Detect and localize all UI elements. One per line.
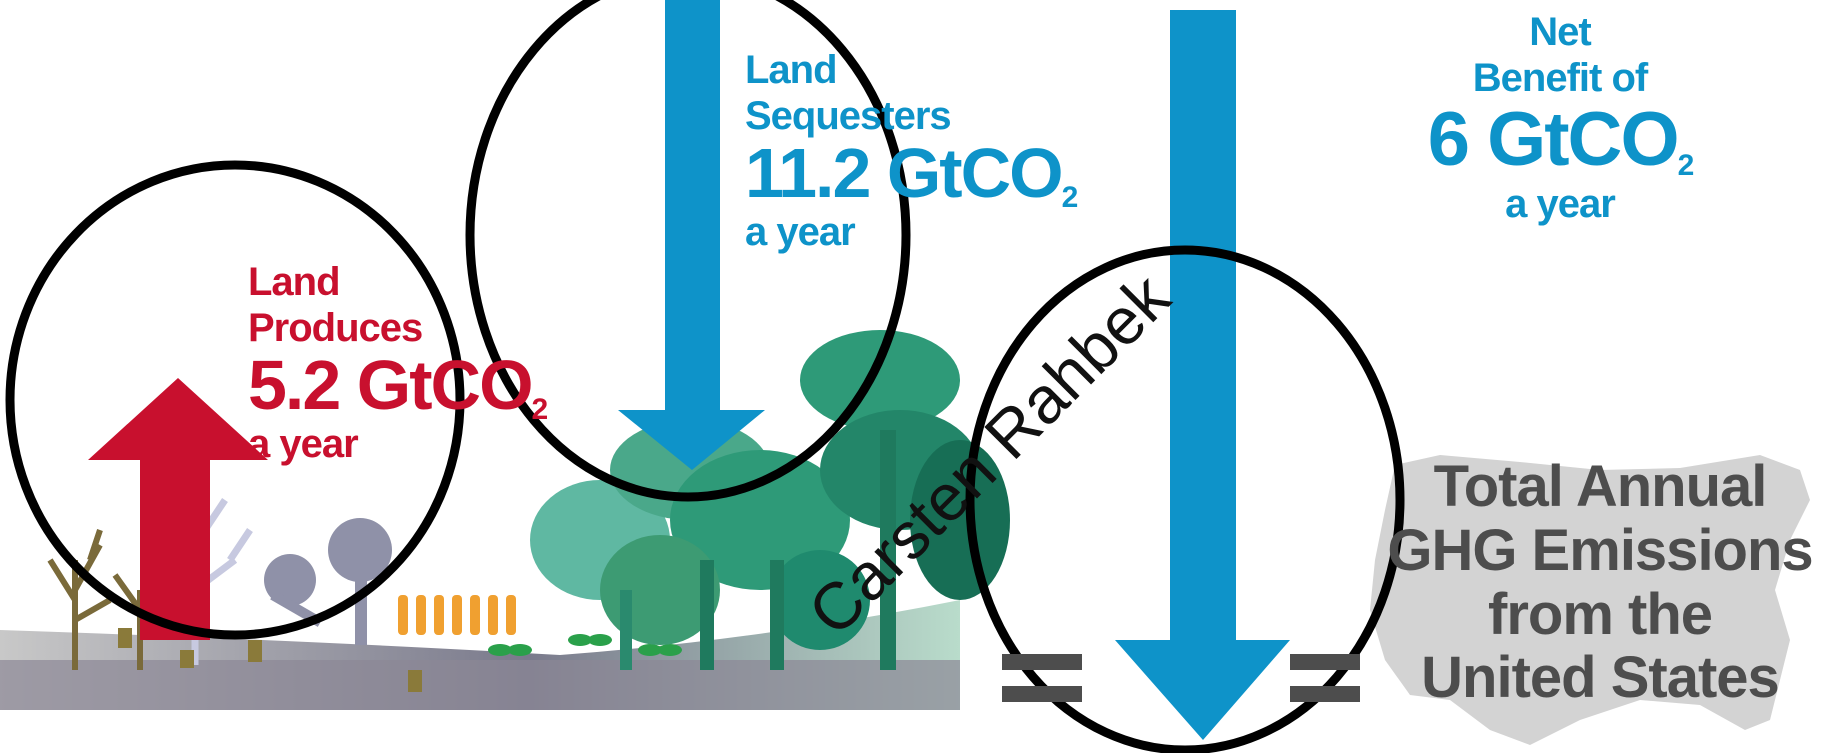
seedlings [488,634,682,656]
net-value: 6 GtCO2 [1380,102,1740,181]
forest [530,330,1010,670]
total-line4: United States [1421,645,1780,711]
sequesters-line4: a year [745,210,856,254]
down-arrow-icon [618,0,765,470]
produces-label: Land Produces 5.2 GtCO2 a year [248,260,548,466]
sequesters-line1: Land [745,48,838,92]
produces-line1: Land [248,260,341,304]
sequesters-value-sub: 2 [1061,181,1079,214]
total-line3: from the [1488,581,1713,647]
up-arrow-icon [88,378,268,640]
sequesters-value-text: 11.2 GtCO [745,134,1064,212]
down-arrow-icon [1115,10,1290,740]
produces-line2: Produces [248,306,423,350]
produces-value-text: 5.2 GtCO [248,346,534,424]
stumps [118,628,422,692]
produces-value: 5.2 GtCO2 [248,350,548,425]
annotation-circles [5,0,1405,753]
produces-value-sub: 2 [531,393,549,426]
usa-map-icon [1370,455,1810,745]
total-label: Total Annual GHG Emissions from the Unit… [1385,455,1815,710]
sequesters-value: 11.2 GtCO2 [745,138,1078,213]
ground-strip [0,660,960,710]
total-line2: GHG Emissions [1387,517,1813,583]
net-value-text: 6 GtCO [1427,97,1680,182]
sequesters-line2: Sequesters [745,94,952,138]
equals-shapes [1002,654,1360,702]
net-value-sub: 2 [1677,149,1695,182]
total-line1: Total Annual [1433,454,1768,519]
sequesters-label: Land Sequesters 11.2 GtCO2 a year [745,48,1078,254]
net-label: Net Benefit of 6 GtCO2 a year [1380,12,1740,224]
tree-icon [47,529,112,670]
wheat-icon [398,595,516,635]
net-line2: Benefit of [1472,56,1648,100]
net-line1: Net [1529,10,1591,54]
produces-line4: a year [248,422,359,466]
net-line4: a year [1505,182,1616,226]
